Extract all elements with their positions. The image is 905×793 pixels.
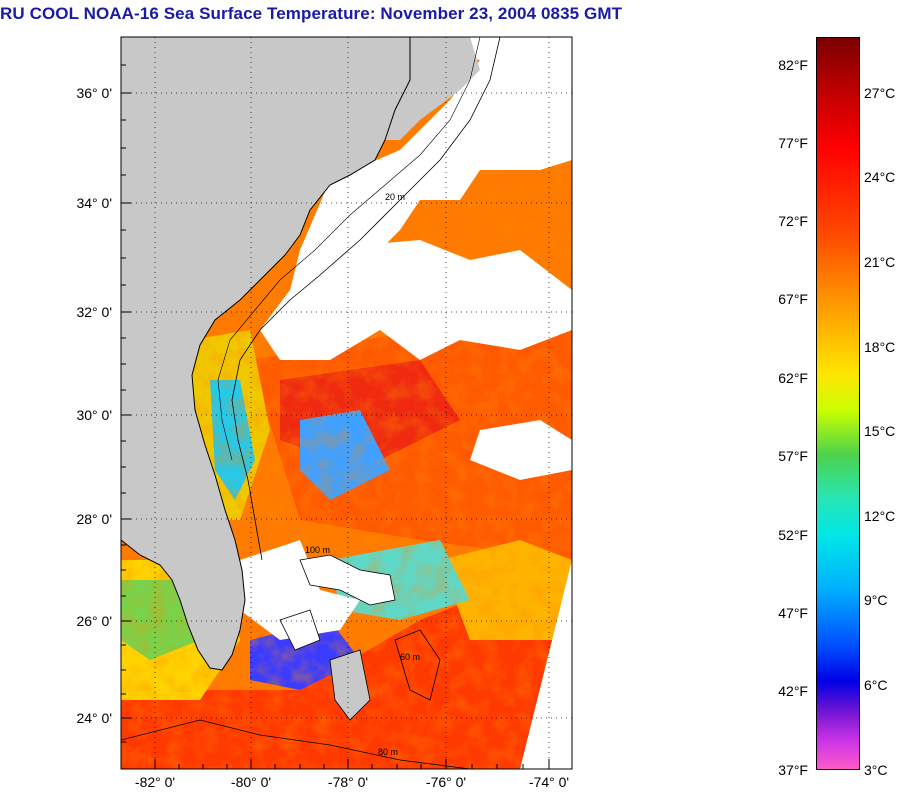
colorbar-c-label: 24°C (864, 169, 896, 185)
lat-label: 24° 0' (76, 710, 112, 726)
bahamas-bank (299, 554, 396, 606)
contour-label: 100 m (305, 545, 330, 555)
lat-label: 32° 0' (76, 304, 112, 320)
cuba-coast (121, 719, 471, 769)
bahamas-island-west (279, 609, 321, 651)
colorbar-c-label: 12°C (864, 508, 896, 524)
andros-island (329, 649, 371, 721)
colorbar-c-label: 15°C (864, 423, 896, 439)
cloud-mask-east (470, 420, 572, 480)
land-mass-north (385, 37, 480, 140)
colorbar-f-label: 47°F (778, 605, 808, 621)
land-mass (121, 37, 410, 670)
colorbar-f-label: 82°F (778, 57, 808, 73)
colorbar-f-label: 42°F (778, 683, 808, 699)
contour-label: 20 m (385, 192, 405, 202)
contour-label: 60 m (400, 652, 420, 662)
cloud-mask-south (240, 540, 360, 640)
colorbar-c-label: 6°C (864, 677, 888, 693)
colorbar-f-label: 52°F (778, 527, 808, 543)
lat-ticks (121, 64, 131, 743)
lon-label: -76° 0' (425, 774, 467, 790)
lon-label: -80° 0' (230, 774, 272, 790)
cloud-mask-north (300, 37, 572, 250)
colorbar-c-label: 21°C (864, 254, 896, 270)
coastline (121, 37, 411, 671)
colorbar-c-label: 27°C (864, 85, 896, 101)
map-title: RU COOL NOAA-16 Sea Surface Temperature:… (0, 4, 623, 23)
lon-label: -82° 0' (134, 774, 176, 790)
colorbar-c-label: 3°C (864, 762, 888, 778)
lon-ticks (154, 759, 550, 769)
lat-label: 26° 0' (76, 613, 112, 629)
graticule (121, 37, 572, 769)
cloud-mask-mid (260, 240, 572, 360)
lat-label: 36° 0' (76, 85, 112, 101)
contour-100m (231, 37, 501, 561)
colorbar-f-label: 67°F (778, 291, 808, 307)
colorbar-f-label: 57°F (778, 448, 808, 464)
colorbar-c-label: 9°C (864, 592, 888, 608)
colorbar-f-label: 62°F (778, 370, 808, 386)
contour-60m (217, 37, 481, 461)
map-frame (120, 36, 573, 770)
lon-label: -74° 0' (528, 774, 570, 790)
lat-label: 28° 0' (76, 511, 112, 527)
temperature-colorbar (816, 37, 860, 770)
colorbar-f-label: 77°F (778, 135, 808, 151)
bahamas-island-east (394, 629, 441, 701)
lat-label: 34° 0' (76, 195, 112, 211)
swath-edge (520, 560, 572, 769)
contour-label: 80 m (378, 747, 398, 757)
lon-label: -78° 0' (327, 774, 369, 790)
lat-label: 30° 0' (76, 407, 112, 423)
colorbar-f-label: 72°F (778, 213, 808, 229)
colorbar-c-label: 18°C (864, 339, 896, 355)
colorbar-f-label: 37°F (778, 762, 808, 778)
